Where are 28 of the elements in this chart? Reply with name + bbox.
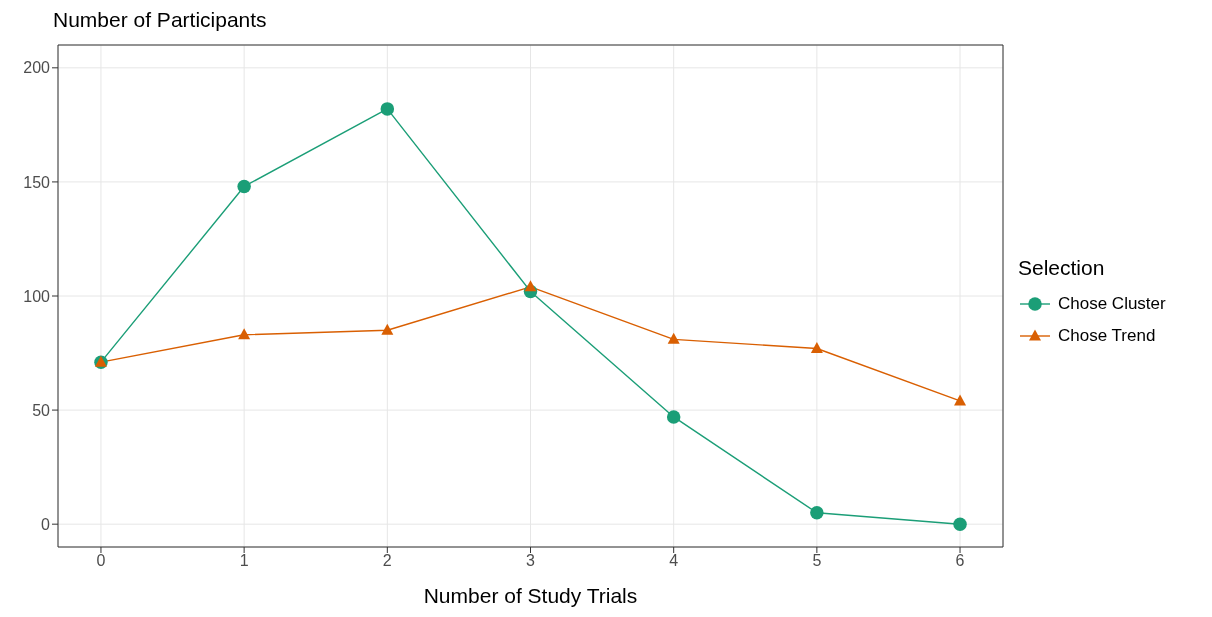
- x-tick-label: 4: [669, 552, 679, 570]
- point: [380, 102, 395, 116]
- y-tick-label: 50: [32, 401, 51, 419]
- x-tick-label: 6: [955, 552, 965, 570]
- x-axis-title: Number of Study Trials: [423, 584, 638, 607]
- point: [667, 332, 680, 344]
- point: [810, 506, 824, 520]
- x-tick-label: 5: [812, 552, 822, 570]
- legend-label: Chose Cluster: [1057, 294, 1166, 314]
- point: [238, 328, 251, 340]
- legend-label: Chose Trend: [1057, 326, 1157, 346]
- legend-title: Selection: [1018, 256, 1106, 280]
- x-tick-label: 1: [239, 552, 249, 570]
- point: [954, 394, 967, 406]
- point: [666, 410, 681, 424]
- y-tick-label: 150: [23, 173, 51, 191]
- y-tick-label: 0: [41, 515, 51, 533]
- x-tick-label: 0: [96, 552, 106, 570]
- x-tick-label: 2: [382, 552, 392, 570]
- x-tick-label: 3: [526, 552, 536, 570]
- point: [237, 179, 251, 194]
- point: [381, 323, 394, 335]
- point: [953, 517, 967, 531]
- y-tick-label: 100: [23, 287, 51, 305]
- chart-title: Number of Participants: [53, 8, 268, 33]
- point: [810, 341, 823, 353]
- y-tick-label: 200: [23, 59, 51, 77]
- point: [524, 280, 537, 292]
